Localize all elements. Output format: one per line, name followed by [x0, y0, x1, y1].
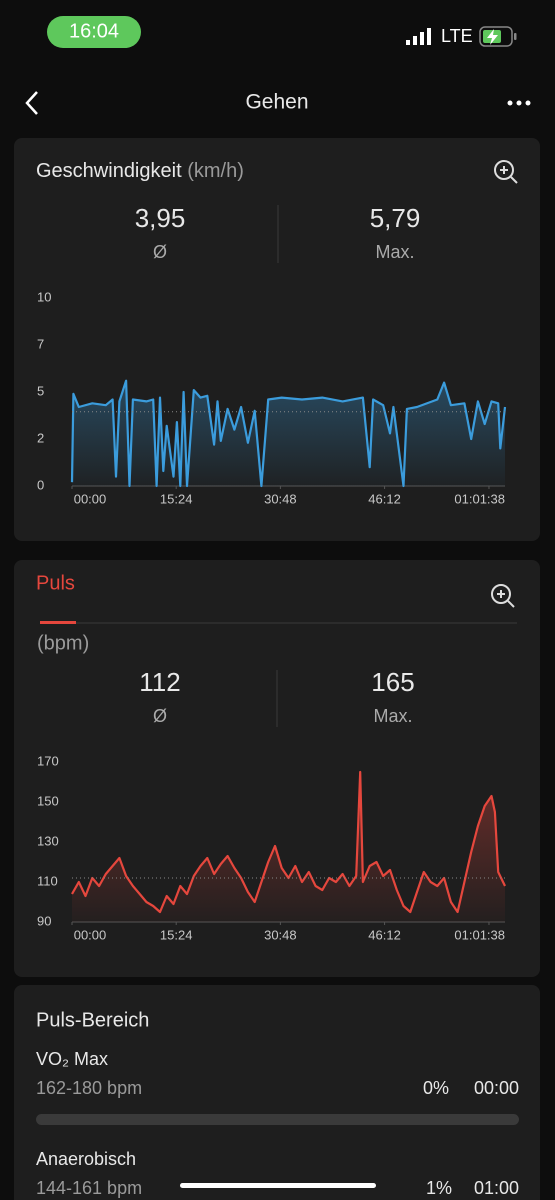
stat-label: Max.	[375, 242, 414, 262]
home-indicator	[180, 1183, 376, 1188]
area	[72, 772, 505, 922]
back-button[interactable]	[25, 91, 38, 115]
y-tick-label: 2	[37, 430, 44, 445]
y-tick-label: 0	[37, 477, 44, 492]
x-tick-label: 46:12	[368, 927, 401, 942]
tab-indicator	[40, 621, 76, 624]
x-tick-label: 30:48	[264, 927, 297, 942]
y-tick-label: 170	[37, 753, 59, 768]
y-tick-label: 130	[37, 833, 59, 848]
y-tick-label: 10	[37, 289, 51, 304]
stat-label: Max.	[373, 706, 412, 726]
more-button[interactable]	[507, 100, 531, 106]
card-title: Geschwindigkeit (km/h)	[36, 160, 244, 182]
zone-bar	[36, 1114, 519, 1125]
line	[71, 770, 506, 914]
y-tick-label: 150	[37, 793, 59, 808]
zoom-button[interactable]	[491, 584, 515, 608]
zone-name: Anaerobisch	[36, 1149, 136, 1169]
stat-label: Ø	[153, 706, 167, 726]
stat-label: Ø	[153, 242, 167, 262]
x-tick-label: 46:12	[368, 491, 401, 506]
stat-value: 165	[371, 667, 414, 697]
zones-title: Puls-Bereich	[36, 1009, 149, 1031]
zone-percent: 0%	[423, 1078, 449, 1098]
x-tick-label: 00:00	[74, 927, 107, 942]
line	[70, 379, 507, 488]
zone-range: 162-180 bpm	[36, 1078, 142, 1098]
tab-title[interactable]: Puls	[36, 572, 75, 594]
stat-value: 112	[139, 667, 180, 697]
area	[72, 380, 505, 486]
unit: (km/h)	[187, 160, 244, 182]
status-time: 16:04	[69, 20, 119, 42]
x-tick-label: 30:48	[264, 491, 297, 506]
stat-value: 3,95	[135, 203, 186, 233]
x-tick-label: 01:01:38	[454, 927, 505, 942]
y-tick-label: 7	[37, 336, 44, 351]
y-tick-label: 110	[37, 873, 58, 888]
y-tick-label: 5	[37, 383, 44, 398]
title: Geschwindigkeit	[36, 160, 182, 182]
x-tick-label: 00:00	[74, 491, 107, 506]
signal	[406, 28, 431, 45]
zone-name: VO₂ Max	[36, 1049, 108, 1069]
x-tick-label: 15:24	[160, 491, 193, 506]
header-title: Gehen	[245, 91, 308, 114]
zone-range: 144-161 bpm	[36, 1178, 142, 1198]
y-tick-label: 90	[37, 913, 51, 928]
battery	[479, 26, 517, 47]
pulse-card	[14, 560, 540, 977]
network: LTE	[441, 26, 473, 46]
zone-time: 00:00	[474, 1078, 519, 1098]
stat-value: 5,79	[370, 203, 421, 233]
zone-time: 01:00	[474, 1178, 519, 1198]
x-tick-label: 15:24	[160, 927, 193, 942]
unit: (bpm)	[37, 632, 89, 654]
time-pill	[47, 16, 141, 48]
zones-card	[14, 985, 540, 1200]
x-tick-label: 01:01:38	[454, 491, 505, 506]
zone-percent: 1%	[426, 1178, 452, 1198]
zoom-button[interactable]	[494, 160, 518, 184]
